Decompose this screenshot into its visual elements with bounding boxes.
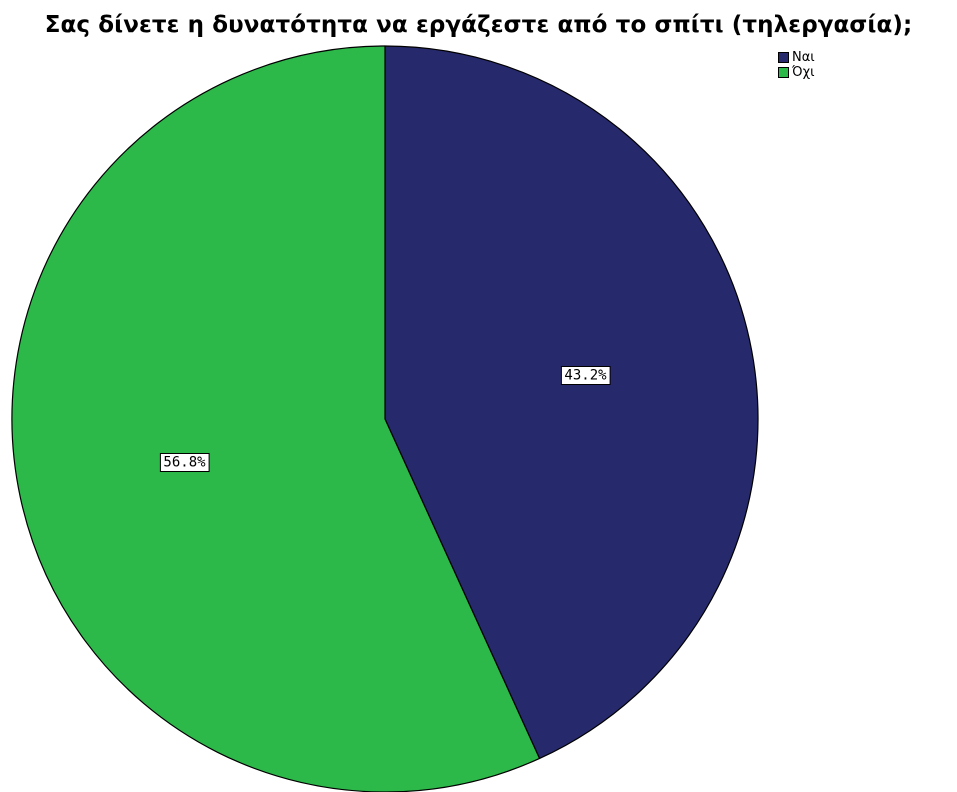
legend-swatch-no: [778, 67, 789, 78]
slice-label-box: [159, 453, 210, 472]
legend-label-no: Όχι: [792, 65, 815, 80]
pie-labels: 43.2% 56.8%: [159, 366, 611, 472]
pie-slice-yes: [384, 45, 759, 760]
pie-slice-no: [11, 45, 541, 792]
slice-label-text: 56.8%: [163, 455, 206, 471]
legend-item-yes: Ναι: [778, 50, 815, 65]
slice-label-box: [560, 366, 611, 385]
slice-data-label-no: 56.8%: [159, 453, 210, 472]
slice-label-text: 43.2%: [564, 368, 607, 384]
chart-legend: Ναι Όχι: [778, 50, 815, 80]
legend-label-yes: Ναι: [792, 50, 815, 65]
pie-slices: [11, 45, 759, 792]
slice-data-label-yes: 43.2%: [560, 366, 611, 385]
legend-swatch-yes: [778, 52, 789, 63]
chart-title: Σας δίνετε η δυνατότητα να εργάζεστε από…: [44, 12, 913, 38]
legend-item-no: Όχι: [778, 65, 815, 80]
